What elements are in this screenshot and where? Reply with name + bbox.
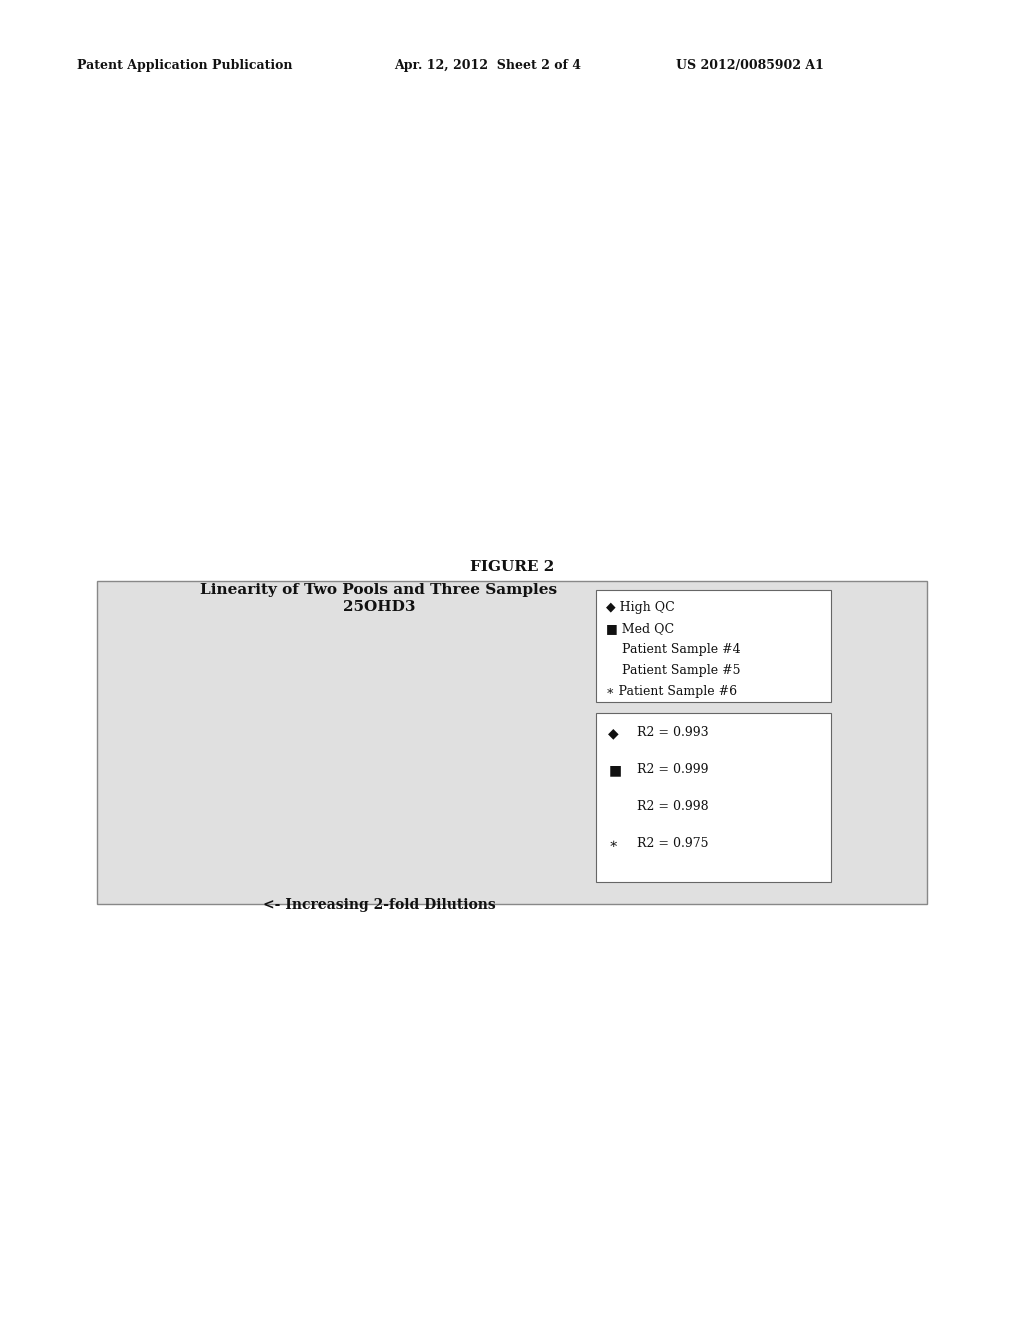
Text: Patient Sample #5: Patient Sample #5	[606, 664, 740, 677]
Text: Patient Sample #4: Patient Sample #4	[606, 643, 740, 656]
Text: Patent Application Publication: Patent Application Publication	[77, 59, 292, 73]
Text: ◆: ◆	[608, 726, 618, 741]
Text: ■: ■	[608, 763, 622, 777]
Y-axis label: 25OHD3 (ng/mL): 25OHD3 (ng/mL)	[108, 696, 120, 816]
Text: ∗ Patient Sample #6: ∗ Patient Sample #6	[606, 685, 737, 698]
Text: US 2012/0085902 A1: US 2012/0085902 A1	[676, 59, 823, 73]
Text: ∗: ∗	[608, 837, 617, 851]
Text: Linearity of Two Pools and Three Samples: Linearity of Two Pools and Three Samples	[201, 582, 557, 597]
Text: R2 = 0.998: R2 = 0.998	[637, 800, 709, 813]
Text: Apr. 12, 2012  Sheet 2 of 4: Apr. 12, 2012 Sheet 2 of 4	[394, 59, 582, 73]
Text: 25OHD3: 25OHD3	[343, 599, 415, 614]
Text: ◆ High QC: ◆ High QC	[606, 601, 675, 614]
Text: R2 = 0.999: R2 = 0.999	[637, 763, 709, 776]
Text: R2 = 0.975: R2 = 0.975	[637, 837, 709, 850]
Text: <- Increasing 2-fold Dilutions: <- Increasing 2-fold Dilutions	[262, 898, 496, 912]
Text: FIGURE 2: FIGURE 2	[470, 560, 554, 574]
Text: R2 = 0.993: R2 = 0.993	[637, 726, 709, 739]
Text: ■ Med QC: ■ Med QC	[606, 622, 675, 635]
